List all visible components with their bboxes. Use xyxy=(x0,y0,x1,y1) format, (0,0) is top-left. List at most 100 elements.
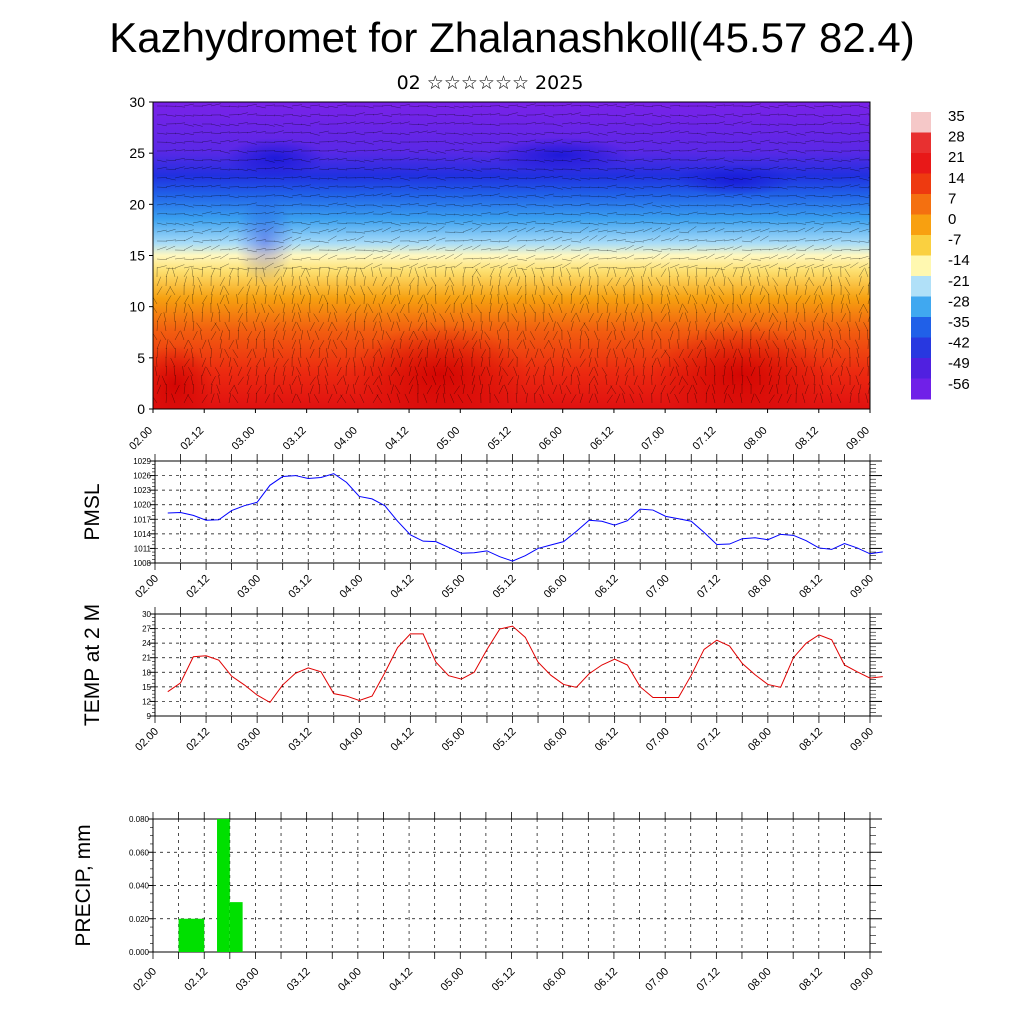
wind-barb xyxy=(840,212,851,215)
wind-barb xyxy=(552,139,563,143)
wind-barb xyxy=(866,330,869,341)
wind-barb xyxy=(480,239,491,242)
wind-barb xyxy=(534,159,545,163)
wind-barb xyxy=(192,276,194,287)
wind-barb xyxy=(660,222,671,225)
wind-barb xyxy=(300,267,311,270)
wind-barb xyxy=(498,322,504,332)
wind-barb xyxy=(844,268,851,278)
wind-barb xyxy=(318,186,329,190)
wind-barb xyxy=(838,375,842,386)
wind-barb xyxy=(309,150,320,152)
wind-barb xyxy=(705,186,716,189)
wind-barb xyxy=(723,177,734,181)
wind-barb xyxy=(201,267,203,278)
wind-barb xyxy=(667,303,671,314)
wind-barb xyxy=(354,231,365,234)
wind-barb xyxy=(264,104,275,107)
wind-barb xyxy=(399,244,409,251)
wind-barb xyxy=(534,276,536,287)
wind-barb xyxy=(390,229,401,233)
wind-barb xyxy=(385,331,392,341)
wind-barb xyxy=(678,131,689,134)
wind-barb xyxy=(426,265,437,269)
wind-barb xyxy=(471,222,482,226)
wind-barb xyxy=(426,186,437,189)
wind-barb xyxy=(750,221,761,224)
wind-barb xyxy=(755,321,761,332)
wind-barb xyxy=(583,322,590,332)
wind-barb xyxy=(651,321,657,332)
wind-barb xyxy=(741,177,752,180)
wind-barb xyxy=(345,168,356,170)
wind-barb xyxy=(327,267,331,278)
wind-barb xyxy=(856,348,860,359)
wind-barb xyxy=(300,213,311,215)
wind-barb xyxy=(255,393,257,404)
wind-barb xyxy=(199,348,203,359)
wind-barb xyxy=(336,176,347,179)
wind-barb xyxy=(156,258,167,260)
wind-barb xyxy=(219,168,230,171)
wind-barb xyxy=(498,312,500,323)
wind-barb xyxy=(291,366,295,377)
wind-barb xyxy=(795,295,802,305)
wind-barb xyxy=(813,140,824,143)
wind-barb xyxy=(480,330,483,341)
wind-barb xyxy=(863,304,869,314)
wind-barb xyxy=(435,158,446,161)
wind-barb xyxy=(387,312,392,323)
wind-barb xyxy=(748,348,752,359)
wind-barb xyxy=(543,340,550,350)
wind-barb xyxy=(802,393,806,404)
wind-barb xyxy=(408,168,419,171)
heatmap-x-axis: 02.00 02.12 03.00 03.12 04.00 04.12 05.00 05.12… xyxy=(127,409,872,453)
wind-barb xyxy=(282,229,293,233)
wind-barb xyxy=(282,321,287,332)
wind-barb xyxy=(750,103,761,107)
wind-barb xyxy=(687,294,691,305)
wind-barb xyxy=(273,322,280,332)
wind-barb xyxy=(449,375,455,386)
wind-barb xyxy=(516,331,523,341)
wind-barb xyxy=(246,168,257,172)
wind-barb xyxy=(423,366,428,377)
wind-barb xyxy=(183,158,194,161)
wind-barb xyxy=(201,239,212,242)
wind-barb xyxy=(165,366,167,377)
wind-barb xyxy=(345,246,356,251)
wind-barb xyxy=(651,177,662,181)
wind-barb xyxy=(484,331,491,341)
wind-barb xyxy=(522,303,527,314)
x-tick-label: 06.12 xyxy=(593,573,621,601)
wind-barb xyxy=(567,348,572,359)
y-tick-label: 1026 xyxy=(133,472,151,481)
wind-barb xyxy=(523,339,527,350)
wind-barb xyxy=(741,121,752,125)
wind-barb xyxy=(831,114,842,116)
wind-barb xyxy=(505,285,509,296)
x-tick-label: 07.12 xyxy=(695,966,723,994)
wind-barb xyxy=(192,204,203,206)
x-tick-label: 08.12 xyxy=(797,573,825,601)
wind-barb xyxy=(237,313,243,323)
wind-barb xyxy=(543,266,554,269)
wind-barb xyxy=(318,266,329,269)
wind-barb xyxy=(579,202,590,206)
x-tick-label: 06.00 xyxy=(537,425,565,453)
wind-barb xyxy=(543,141,554,144)
wind-barb xyxy=(844,286,851,296)
wind-barb xyxy=(498,226,508,233)
wind-barb xyxy=(192,213,203,217)
wind-barb xyxy=(291,276,294,287)
wind-barb xyxy=(467,312,473,323)
wind-barb xyxy=(705,166,716,170)
wind-barb xyxy=(390,304,397,314)
wind-barb xyxy=(210,244,220,251)
wind-barb xyxy=(277,340,284,350)
wind-barb xyxy=(793,321,797,332)
wind-barb xyxy=(201,357,207,368)
wind-barb xyxy=(390,132,401,135)
wind-barb xyxy=(228,375,233,386)
wind-barb xyxy=(507,195,518,199)
